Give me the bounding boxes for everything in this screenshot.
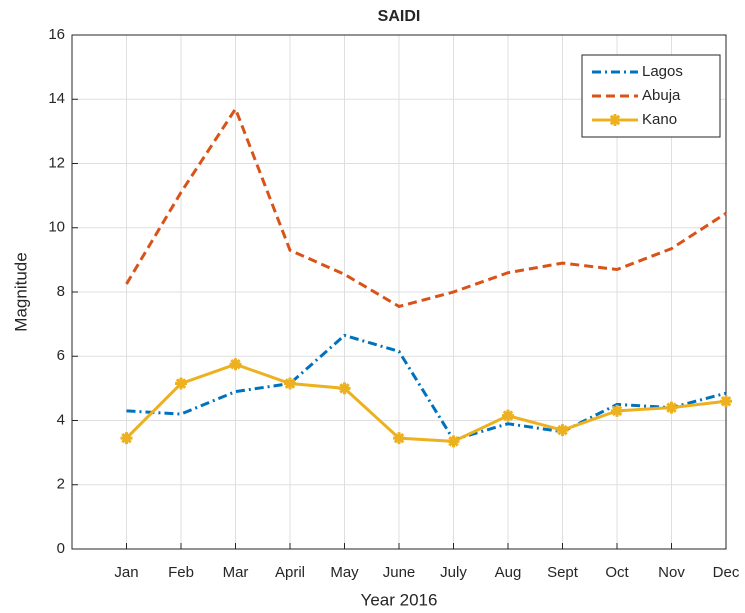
y-tick-label: 0 [57, 540, 65, 557]
x-tick-label: Jan [114, 564, 138, 581]
series-marker [284, 377, 296, 390]
x-tick-label: Dec [713, 564, 740, 581]
x-tick-label: Feb [168, 564, 194, 581]
series-marker [393, 432, 405, 445]
legend-label: Kano [642, 111, 677, 128]
series-marker [665, 401, 678, 414]
x-tick-label: Nov [658, 564, 685, 581]
x-tick-label: Mar [223, 564, 249, 581]
x-tick-label: Sept [547, 564, 579, 581]
x-tick-label: June [383, 564, 416, 581]
legend-label: Abuja [642, 87, 681, 104]
y-tick-label: 6 [57, 347, 65, 364]
y-tick-label: 4 [57, 411, 65, 428]
x-tick-label: April [275, 564, 305, 581]
legend-box [581, 54, 721, 138]
chart-title: SAIDI [378, 8, 421, 25]
y-tick-label: 14 [48, 90, 65, 107]
x-tick-label: Aug [495, 564, 522, 581]
series-line [125, 105, 727, 309]
series-marker [502, 409, 514, 422]
series-marker [229, 358, 242, 371]
series-line [125, 362, 727, 443]
series-marker [720, 395, 732, 408]
y-axis-label: Magnitude [11, 252, 30, 331]
x-tick-label: July [440, 564, 467, 581]
series-marker [556, 424, 569, 437]
y-tick-label: 12 [48, 154, 65, 171]
series-marker [611, 404, 623, 417]
legend-label: Lagos [642, 63, 683, 80]
series-marker [338, 382, 351, 395]
series-marker [175, 377, 187, 390]
series-line [126, 333, 727, 442]
y-tick-label: 10 [48, 219, 65, 236]
y-tick-label: 8 [57, 283, 65, 300]
series-marker [447, 435, 460, 448]
x-tick-label: Oct [605, 564, 629, 581]
x-tick-label: May [330, 564, 359, 581]
y-tick-label: 2 [57, 476, 65, 493]
y-tick-label: 16 [48, 26, 65, 43]
x-axis-label: Year 2016 [361, 590, 438, 609]
series-marker [120, 432, 133, 445]
legend-marker [609, 114, 621, 126]
axes-box [71, 34, 727, 550]
